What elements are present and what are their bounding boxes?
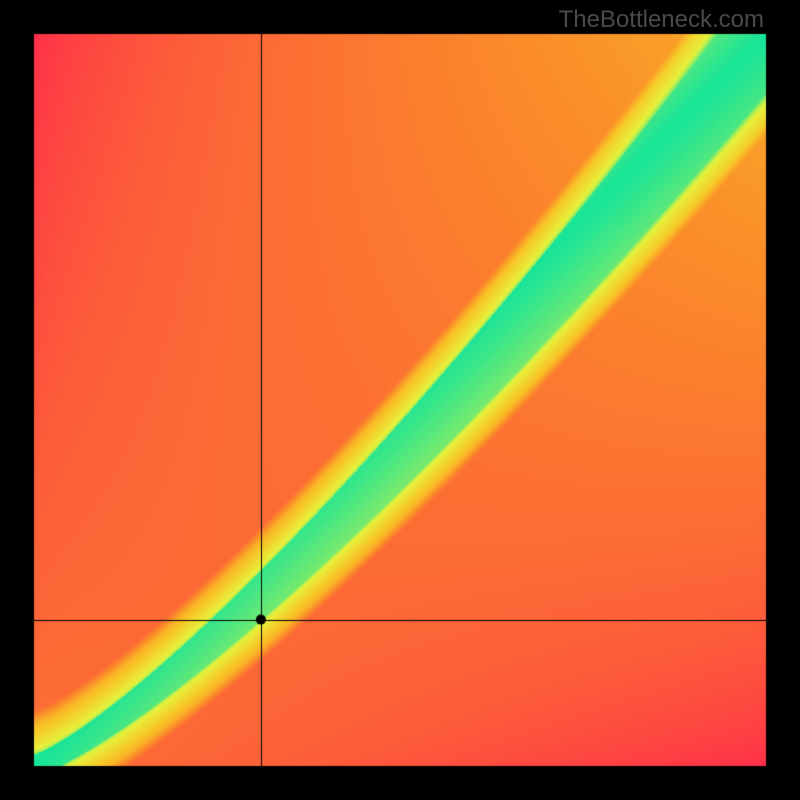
bottleneck-heatmap (0, 0, 800, 800)
chart-container: TheBottleneck.com (0, 0, 800, 800)
watermark-text: TheBottleneck.com (559, 6, 764, 34)
